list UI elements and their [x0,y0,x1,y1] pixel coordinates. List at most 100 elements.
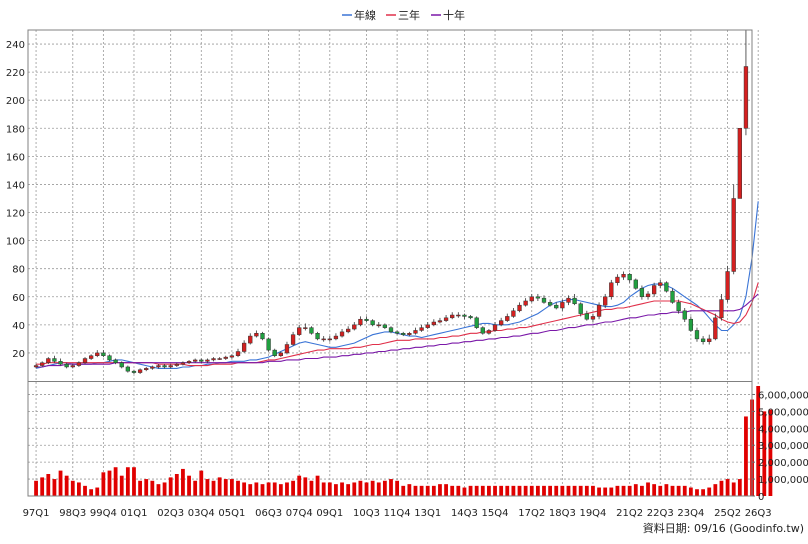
candle-body [627,274,632,281]
volume-bar [584,485,589,496]
volume-bar [334,484,338,496]
price-tick-label: 140 [6,180,25,191]
volume-bar [89,489,94,496]
volume-tick-label: 1,000,000 [758,475,808,486]
volume-bar [664,484,669,496]
volume-bar [327,482,332,496]
volume-bar [174,474,179,496]
candle-body [241,342,247,352]
candle-body [125,366,131,372]
candlesticks [33,30,749,374]
volume-bar [242,482,247,496]
volume-bar [615,485,620,496]
volume-bar [542,485,546,496]
candle-body [150,366,155,369]
candle-body [443,317,449,321]
candle-body [664,282,669,292]
candle-body [486,330,492,334]
grid-lines [28,30,759,497]
volume-bar [315,475,320,496]
legend: 年線 三年 十年 [342,8,465,22]
candle-body [211,358,216,361]
candle-body [694,330,700,340]
candle-body [554,304,559,309]
candle-body [743,66,749,129]
candle-body [468,316,473,319]
volume-bar [480,485,485,496]
volume-bar [364,482,369,496]
candle-body [682,310,687,320]
volume-bar [370,480,375,496]
candle-body [137,369,143,373]
x-tick-label: 23Q4 [677,508,704,519]
candle-body [52,358,57,362]
x-tick-label: 03Q4 [188,508,215,519]
candle-body [401,333,406,335]
volume-bar [676,485,681,496]
volume-bar [297,475,302,496]
candle-body [315,333,320,340]
volume-bar [168,477,173,496]
volume-bar [529,485,534,496]
candle-body [707,338,712,342]
volume-bar [70,480,75,496]
price-tick-label: 40 [12,321,25,332]
volume-bar [119,475,124,496]
candle-body [590,316,596,320]
volume-bar [211,480,216,496]
volume-bar [719,480,724,496]
x-tick-label: 99Q4 [90,508,117,519]
volume-bar [438,484,442,496]
candle-body [407,333,412,335]
candle-body [437,320,443,323]
volume-bar [548,485,553,496]
x-tick-label: 18Q3 [549,508,576,519]
candle-body [352,324,357,330]
candle-body [309,327,314,334]
volume-bar [40,477,45,496]
volume-tick-label: 3,000,000 [758,441,808,452]
candle-body [107,355,112,361]
volume-bar [395,480,400,496]
volume-bar [627,485,632,496]
volume-bar [278,484,283,496]
volume-bar [217,477,222,496]
candle-body [572,297,577,305]
volume-bar [340,482,344,496]
candle-body [547,302,553,306]
volume-tick-label: 6,000,000 [758,390,808,401]
volume-bar [205,479,210,496]
volume-bar [223,479,228,496]
candle-body [517,304,522,312]
candle-body [456,314,461,317]
volume-bar [352,482,357,496]
volume-bar [138,480,142,496]
x-tick-label: 19Q4 [579,508,606,519]
x-tick-label: 06Q3 [255,508,282,519]
candle-body [639,288,645,298]
volume-bar [150,480,155,496]
volume-bar [640,485,644,496]
ma-line-ten-year [36,293,759,368]
candle-body [168,365,173,368]
candle-body [670,290,675,303]
volume-bar [125,467,130,496]
price-tick-label: 20 [12,349,25,360]
candle-body [499,320,504,326]
price-tick-label: 240 [6,40,25,51]
candle-body [321,338,326,341]
volume-bar [731,482,736,496]
volume-bar [77,482,81,496]
candle-body [358,318,363,326]
x-tick-label: 97Q1 [23,508,50,519]
x-tick-label: 05Q1 [218,508,245,519]
price-tick-label: 200 [6,96,25,107]
legend-label-three-year: 三年 [398,8,420,22]
candle-body [58,361,63,365]
candle-body [119,362,124,368]
candle-body [278,352,283,356]
candle-body [64,363,69,368]
candle-body [327,338,332,341]
candle-body [46,358,51,363]
